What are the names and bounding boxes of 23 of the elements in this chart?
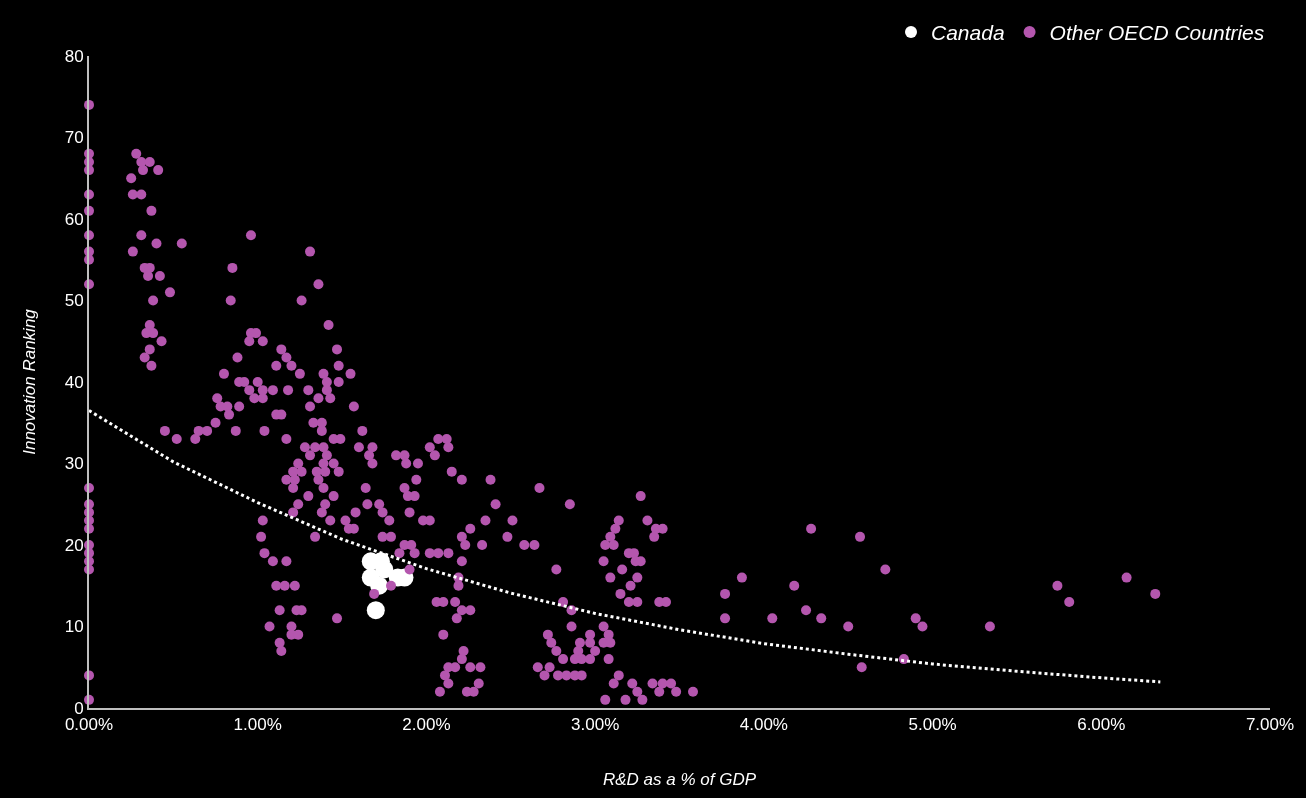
line-series xyxy=(89,409,1162,684)
x-tick-label: 1.00% xyxy=(233,715,282,735)
point xyxy=(366,601,385,620)
legend-label: Canada xyxy=(931,21,1005,45)
y-tick-label: 70 xyxy=(64,128,84,148)
x-tick-label: 3.00% xyxy=(571,715,620,735)
x-tick-label: 7.00% xyxy=(1245,715,1295,735)
x-tick-label: 2.00% xyxy=(402,715,451,735)
legend-label: Other OECD Countries xyxy=(1049,21,1265,45)
x-tick-label: 4.00% xyxy=(739,715,788,735)
y-tick-label: 0 xyxy=(74,698,84,718)
y-tick-label: 30 xyxy=(64,454,84,474)
y-tick-label: 50 xyxy=(64,291,84,311)
y-tick-label: 60 xyxy=(64,209,84,229)
y-axis-title: Innovation Ranking xyxy=(19,308,39,455)
y-tick-label: 10 xyxy=(64,617,84,637)
y-tick-label: 20 xyxy=(64,535,84,555)
x-axis-title: R&D as a % of GDP xyxy=(602,770,757,790)
x-tick-label: 0.00% xyxy=(64,715,114,735)
y-tick-label: 40 xyxy=(64,372,84,392)
y-tick-label: 80 xyxy=(64,46,84,66)
x-tick-label: 6.00% xyxy=(1077,715,1126,735)
x-tick-label: 5.00% xyxy=(908,715,957,735)
